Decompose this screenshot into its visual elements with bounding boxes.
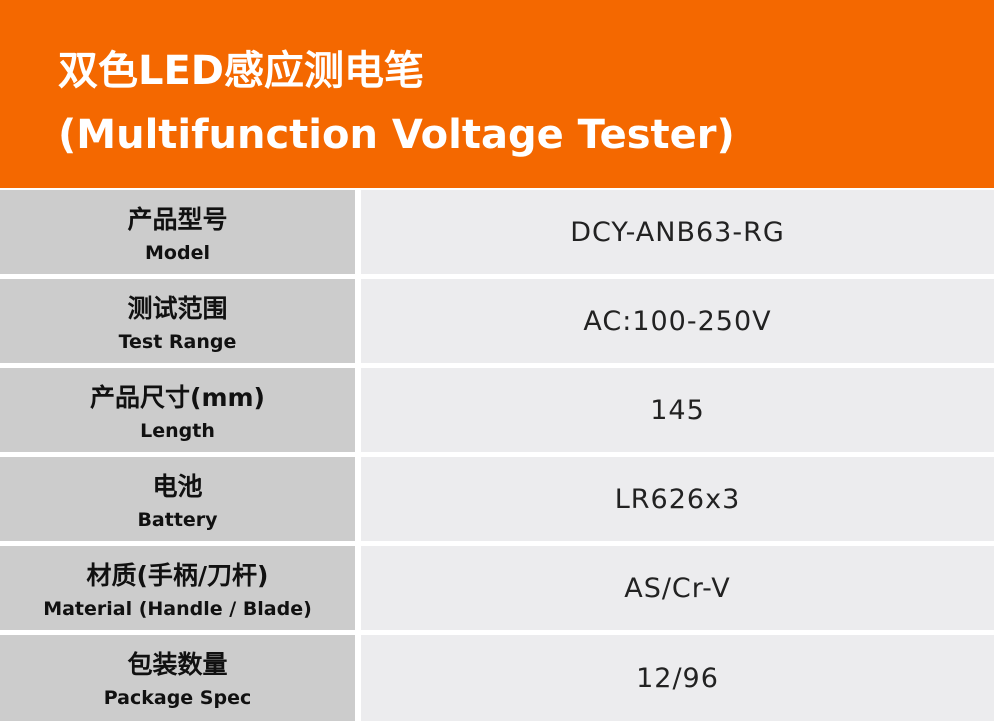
label-en: Test Range xyxy=(118,331,237,353)
label-zh: 电池 xyxy=(152,472,203,501)
label-en: Material (Handle / Blade) xyxy=(43,598,312,620)
header-banner: 双色LED感应测电笔 (Multifunction Voltage Tester… xyxy=(0,0,994,188)
label-zh: 测试范围 xyxy=(127,294,228,323)
row-label: 产品尺寸(mm) Length xyxy=(0,368,355,452)
spec-row-length: 产品尺寸(mm) Length 145 xyxy=(0,368,994,452)
row-label: 材质(手柄/刀杆) Material (Handle / Blade) xyxy=(0,546,355,630)
row-value: LR626x3 xyxy=(361,457,994,541)
label-en: Length xyxy=(140,420,215,442)
title-chinese: 双色LED感应测电笔 xyxy=(58,48,425,94)
row-value: 12/96 xyxy=(361,635,994,721)
spec-row-material: 材质(手柄/刀杆) Material (Handle / Blade) AS/Cr… xyxy=(0,546,994,630)
row-label: 包装数量 Package Spec xyxy=(0,635,355,721)
label-zh: 产品型号 xyxy=(127,205,228,234)
spec-row-model: 产品型号 Model DCY-ANB63-RG xyxy=(0,190,994,274)
label-zh: 包装数量 xyxy=(127,650,228,679)
row-label: 电池 Battery xyxy=(0,457,355,541)
label-zh: 材质(手柄/刀杆) xyxy=(86,561,269,590)
spec-row-package: 包装数量 Package Spec 12/96 xyxy=(0,635,994,721)
row-value: AS/Cr-V xyxy=(361,546,994,630)
label-zh: 产品尺寸(mm) xyxy=(90,383,265,412)
row-label: 产品型号 Model xyxy=(0,190,355,274)
spec-row-battery: 电池 Battery LR626x3 xyxy=(0,457,994,541)
title-english: (Multifunction Voltage Tester) xyxy=(58,112,735,158)
label-en: Model xyxy=(145,242,210,264)
row-value: DCY-ANB63-RG xyxy=(361,190,994,274)
label-en: Package Spec xyxy=(103,687,252,709)
row-value: 145 xyxy=(361,368,994,452)
row-label: 测试范围 Test Range xyxy=(0,279,355,363)
spec-row-test-range: 测试范围 Test Range AC:100-250V xyxy=(0,279,994,363)
row-value: AC:100-250V xyxy=(361,279,994,363)
label-en: Battery xyxy=(137,509,218,531)
